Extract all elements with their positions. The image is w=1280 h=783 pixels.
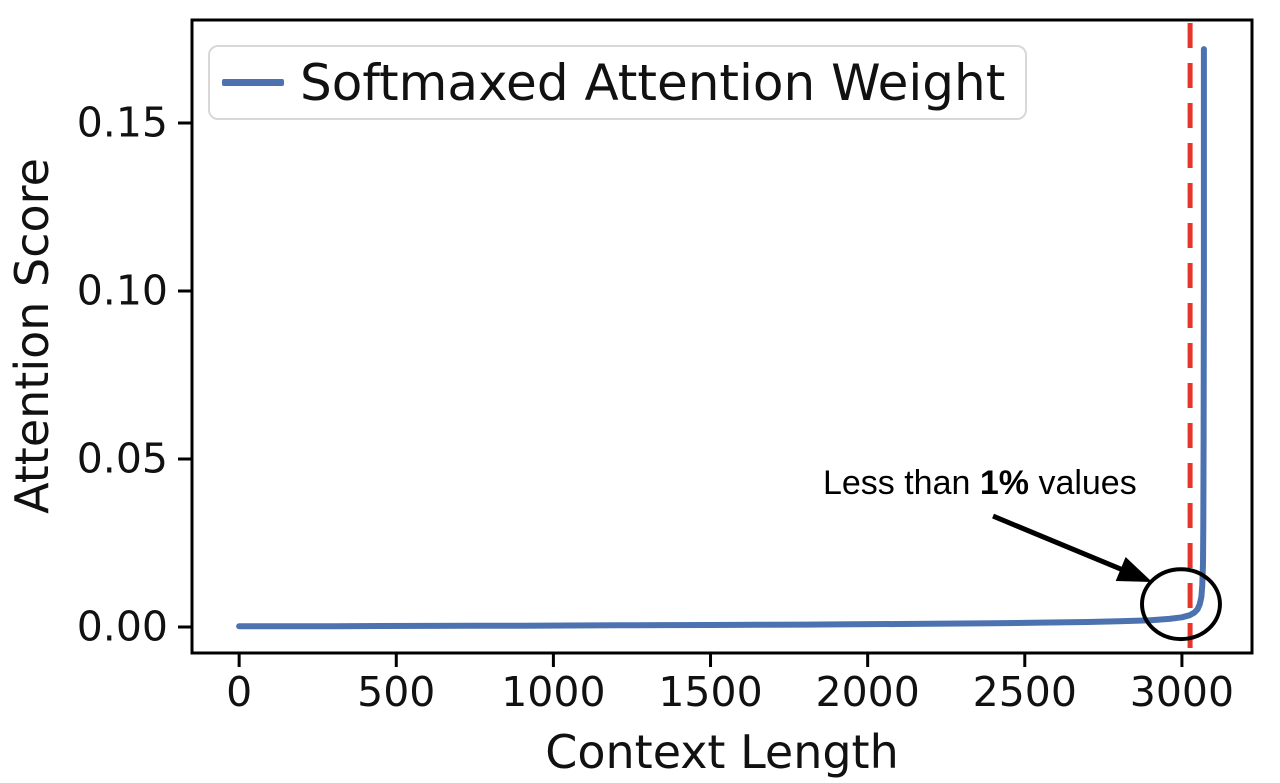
x-tick-label: 0 [226,668,253,716]
y-axis-label: Attention Score [5,158,59,514]
plot-frame [190,18,1254,655]
series-line [236,46,1207,630]
x-tick-label: 1500 [658,668,763,716]
x-tick-label: 500 [357,668,436,716]
annotation-arrow-head [1115,556,1153,582]
x-tick-label: 2000 [815,668,920,716]
y-tick-label: 0.00 [76,602,168,651]
x-tick-label: 3000 [1129,668,1235,716]
x-tick-label: 1000 [501,668,606,716]
y-tick-label: 0.05 [76,434,168,483]
legend: Softmaxed Attention Weight [208,45,1027,120]
legend-entry-label: Softmaxed Attention Weight [300,53,1006,112]
annotation-text-prefix: Less than [822,463,980,502]
y-tick-label: 0.15 [76,98,168,147]
annotation-text-bold: 1% [979,463,1029,502]
annotation-text-suffix: values [1028,463,1137,502]
annotation-text: Less than 1% values [823,466,1137,500]
x-tick-label: 2500 [972,668,1077,716]
x-axis-label: Context Length [545,725,899,779]
annotation-circle [1140,567,1222,642]
y-tick-label: 0.10 [76,266,168,315]
legend-line-swatch [222,79,284,86]
annotation-arrow-shaft [992,513,1128,574]
